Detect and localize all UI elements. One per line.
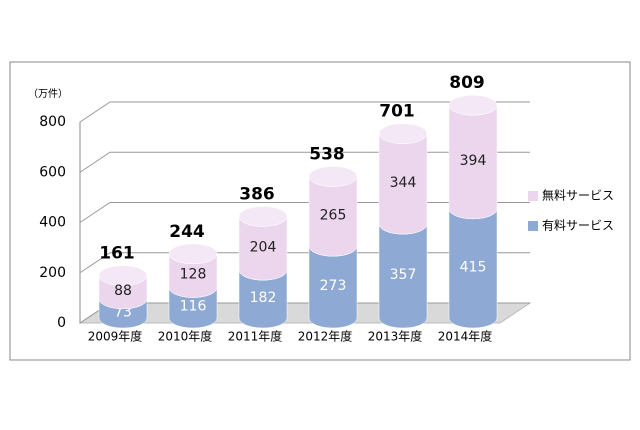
x-tick-label: 2011年度 <box>228 329 283 344</box>
x-tick-label: 2013年度 <box>368 329 423 344</box>
y-tick-label: 200 <box>39 265 66 281</box>
value-label: 357 <box>390 267 417 283</box>
x-tick-label: 2010年度 <box>158 329 213 344</box>
value-label: 273 <box>320 278 347 294</box>
total-label: 809 <box>449 73 485 93</box>
value-label: 182 <box>250 290 277 306</box>
value-label: 88 <box>114 283 132 299</box>
x-tick-label: 2009年度 <box>88 329 143 344</box>
value-label: 265 <box>320 207 347 223</box>
y-tick-label: 600 <box>39 164 66 180</box>
bar-cap <box>308 166 358 187</box>
bar-cap <box>378 123 428 144</box>
grid-line <box>79 101 530 123</box>
total-label: 244 <box>169 222 205 242</box>
bar-cap <box>448 94 498 116</box>
bar-cap <box>168 243 218 265</box>
value-label: 204 <box>250 239 277 255</box>
legend-label: 有料サービス <box>542 219 614 233</box>
y-tick-label: 0 <box>57 315 66 331</box>
x-tick-label: 2014年度 <box>438 329 493 344</box>
total-label: 386 <box>239 184 275 204</box>
x-tick-label: 2012年度 <box>298 329 353 344</box>
total-label: 701 <box>379 102 415 122</box>
value-label: 128 <box>180 267 207 283</box>
legend-swatch <box>528 191 538 201</box>
value-label: 116 <box>180 299 207 315</box>
value-label: 415 <box>460 259 487 275</box>
unit-label: （万件） <box>28 88 68 100</box>
value-label: 344 <box>390 175 417 191</box>
legend-label: 無料サービス <box>542 188 614 203</box>
bar-cap <box>238 206 288 227</box>
total-label: 161 <box>99 244 135 264</box>
value-label: 394 <box>460 153 487 169</box>
bar-cap <box>98 265 148 286</box>
legend-swatch <box>528 221 538 231</box>
y-tick-label: 400 <box>39 215 66 231</box>
total-label: 538 <box>309 145 345 165</box>
y-tick-label: 800 <box>39 114 66 130</box>
